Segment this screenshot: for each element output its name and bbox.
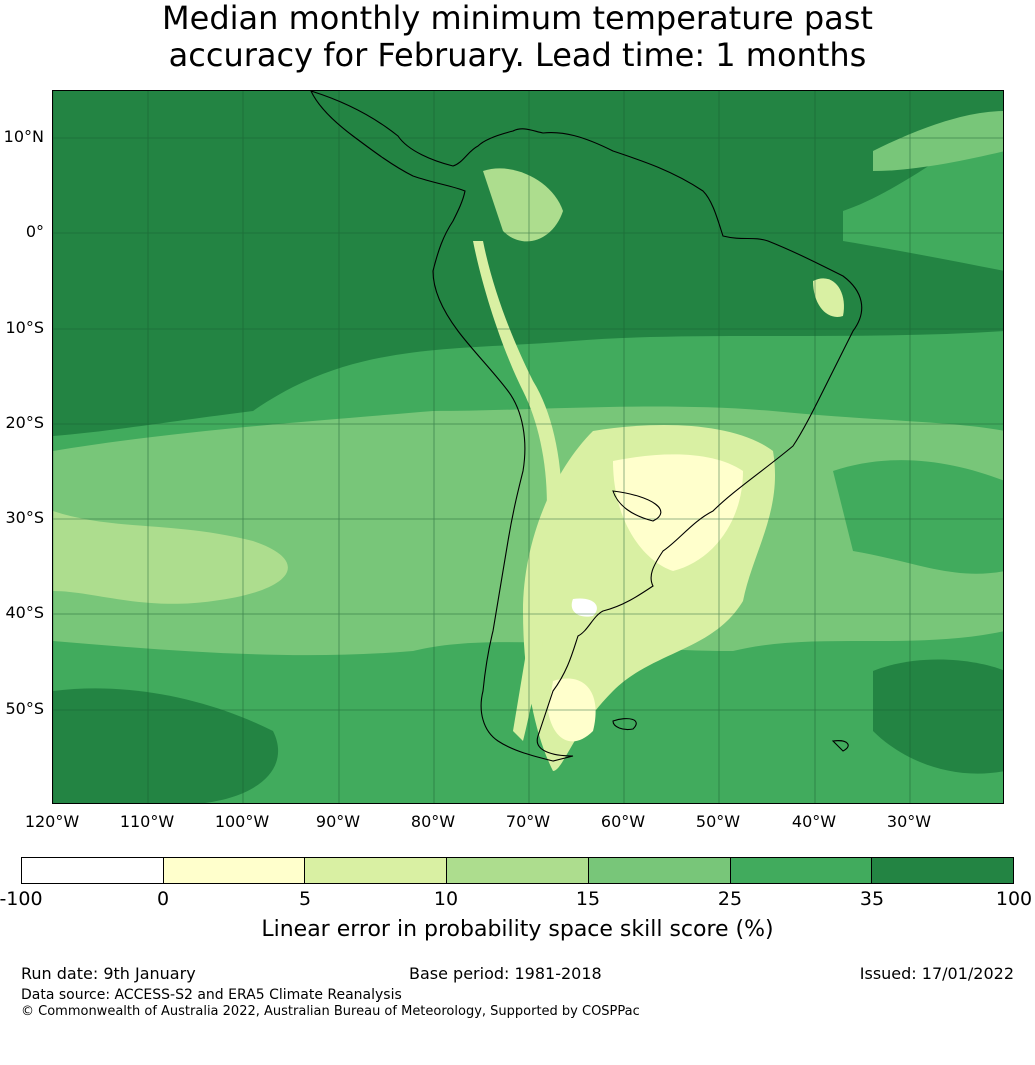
region-colombia bbox=[483, 168, 563, 242]
region-atlantic-light bbox=[873, 111, 1003, 171]
lat-label-40s: 40°S bbox=[5, 603, 44, 622]
region-no-skill bbox=[571, 598, 597, 617]
base-period: Base period: 1981-2018 bbox=[409, 964, 602, 983]
colorbar-tick-label: 25 bbox=[717, 888, 743, 910]
lon-label-40w: 40°W bbox=[791, 812, 837, 831]
lon-label-60w: 60°W bbox=[600, 812, 646, 831]
region-south-atlantic-dark bbox=[873, 659, 1003, 774]
run-date: Run date: 9th January bbox=[21, 964, 196, 983]
lon-label-50w: 50°W bbox=[695, 812, 741, 831]
colorbar-tick-label: 10 bbox=[433, 888, 459, 910]
lon-label-110w: 110°W bbox=[119, 812, 175, 831]
colorbar-segment-6 bbox=[730, 858, 873, 883]
map-title: Median monthly minimum temperature past … bbox=[0, 0, 1035, 74]
region-andes bbox=[473, 241, 562, 741]
title-line-1: Median monthly minimum temperature past bbox=[162, 0, 873, 37]
region-southeast-pacific-dark bbox=[53, 688, 278, 803]
map-canvas bbox=[53, 91, 1003, 803]
colorbar-segment-2 bbox=[163, 858, 306, 883]
data-source: Data source: ACCESS-S2 and ERA5 Climate … bbox=[21, 987, 402, 1003]
colorbar-segment-5 bbox=[588, 858, 731, 883]
colorbar-label: Linear error in probability space skill … bbox=[261, 917, 774, 942]
colorbar-tick-label: 100 bbox=[995, 888, 1033, 910]
issued-date: Issued: 17/01/2022 bbox=[859, 964, 1014, 983]
region-pampas-lowest bbox=[613, 454, 743, 571]
lat-label-0: 0° bbox=[25, 222, 44, 241]
lon-label-120w: 120°W bbox=[24, 812, 80, 831]
region-tropics-high-skill bbox=[53, 91, 1003, 436]
lat-label-10s: 10°S bbox=[5, 318, 44, 337]
coastline bbox=[310, 91, 863, 762]
region-pacific-light bbox=[53, 511, 288, 604]
colorbar-tick-label: 0 bbox=[156, 888, 170, 910]
lon-label-30w: 30°W bbox=[886, 812, 932, 831]
lon-label-90w: 90°W bbox=[315, 812, 361, 831]
colorbar-tick-label: 15 bbox=[575, 888, 601, 910]
colorbar bbox=[21, 857, 1014, 884]
copyright-notice: © Commonwealth of Australia 2022, Austra… bbox=[21, 1004, 640, 1019]
skill-score-map bbox=[52, 90, 1004, 804]
colorbar-segment-4 bbox=[447, 858, 589, 883]
lon-label-70w: 70°W bbox=[505, 812, 551, 831]
lon-label-100w: 100°W bbox=[214, 812, 270, 831]
colorbar-segment-3 bbox=[305, 858, 448, 883]
colorbar-segment-7 bbox=[872, 858, 1014, 883]
colorbar-segment-1 bbox=[22, 858, 164, 883]
lat-label-20s: 20°S bbox=[5, 413, 44, 432]
title-line-2: accuracy for February. Lead time: 1 mont… bbox=[168, 36, 867, 74]
colorbar-tick-label: 5 bbox=[298, 888, 312, 910]
lat-label-30s: 30°S bbox=[5, 508, 44, 527]
lat-label-50s: 50°S bbox=[5, 699, 44, 718]
colorbar-tick-label: -100 bbox=[0, 888, 43, 910]
lat-label-10n: 10°N bbox=[3, 127, 44, 146]
region-atlantic-east bbox=[833, 460, 1003, 574]
graticule bbox=[53, 91, 1003, 803]
lon-label-80w: 80°W bbox=[410, 812, 456, 831]
colorbar-tick-label: 35 bbox=[859, 888, 885, 910]
region-ne-brazil bbox=[813, 278, 844, 317]
